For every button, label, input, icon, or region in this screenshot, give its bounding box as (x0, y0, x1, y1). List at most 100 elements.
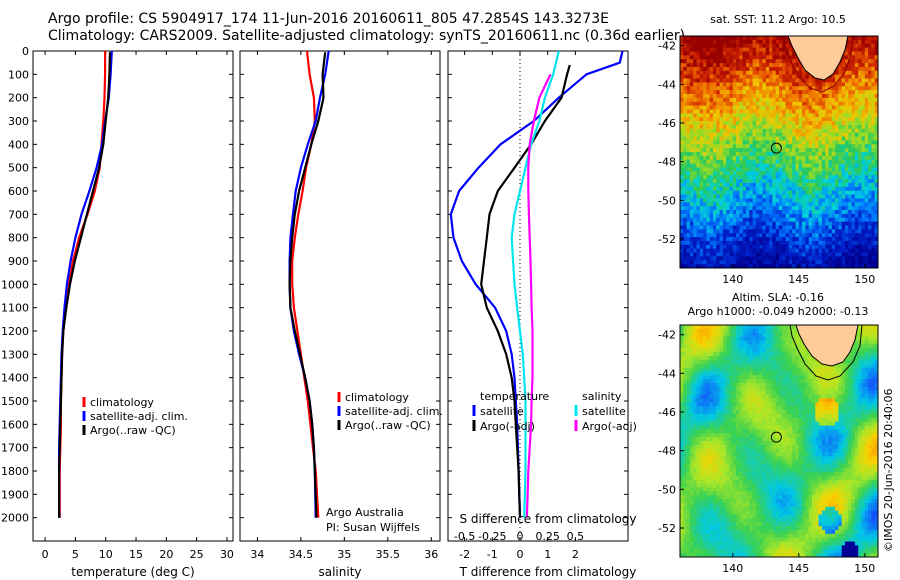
heatmap-cell (713, 101, 717, 106)
heatmap-cell (699, 352, 704, 357)
heatmap-cell (752, 39, 757, 45)
heatmap-cell (739, 144, 744, 149)
heatmap-cell (755, 124, 760, 130)
heatmap-cell (709, 545, 714, 550)
heatmap-cell (709, 413, 714, 419)
heatmap-cell (782, 66, 786, 72)
heatmap-cell (752, 186, 757, 192)
heatmap-cell (788, 140, 793, 145)
heatmap-cell (808, 140, 813, 145)
heatmap-cell (696, 375, 701, 380)
heatmap-cell (732, 94, 737, 99)
heatmap-cell (864, 74, 869, 79)
heatmap-cell (683, 413, 687, 419)
heatmap-cell (696, 109, 701, 114)
heatmap-cell (746, 252, 750, 257)
heatmap-cell (802, 90, 806, 95)
heatmap-cell (736, 328, 740, 334)
heatmap-cell (838, 217, 843, 222)
heatmap-cell (851, 74, 856, 79)
heatmap-cell (699, 340, 704, 345)
heatmap-cell (732, 128, 737, 134)
heatmap-cell (732, 491, 737, 496)
heatmap-cell (779, 63, 783, 68)
heatmap-cell (703, 336, 707, 341)
heatmap-cell (699, 421, 704, 426)
heatmap-cell (775, 152, 780, 157)
heatmap-cell (854, 260, 859, 265)
heatmap-cell (792, 175, 796, 180)
heatmap-cell (719, 344, 724, 349)
heatmap-cell (835, 78, 839, 83)
heatmap-cell (821, 240, 826, 246)
heatmap-cell (779, 260, 783, 265)
heatmap-cell (818, 78, 823, 83)
heatmap-cell (851, 198, 856, 203)
heatmap-cell (732, 144, 737, 149)
heatmap-cell (736, 545, 740, 550)
heatmap-cell (755, 132, 760, 137)
heatmap-cell (699, 448, 704, 453)
heatmap-cell (805, 190, 810, 195)
heatmap-cell (706, 202, 711, 207)
heatmap-cell (821, 186, 826, 192)
heatmap-cell (696, 264, 701, 268)
heatmap-cell (680, 260, 684, 265)
heatmap-cell (693, 417, 697, 423)
heatmap-cell (703, 379, 707, 384)
heatmap-cell (755, 233, 760, 238)
heatmap-cell (818, 213, 823, 219)
heatmap-cell (693, 386, 697, 392)
heatmap-cell (722, 410, 727, 415)
heatmap-cell (703, 325, 707, 330)
heatmap-cell (703, 464, 707, 469)
heatmap-cell (689, 390, 694, 395)
heatmap-cell (696, 448, 701, 453)
heatmap-cell (732, 155, 737, 161)
heatmap-cell (848, 82, 852, 87)
heatmap-cell (792, 217, 796, 222)
heatmap-cell (722, 487, 727, 492)
heatmap-cell (706, 363, 711, 368)
heatmap-cell (805, 256, 810, 261)
heatmap-cell (874, 47, 878, 52)
salinity-panel: 34 34.5 35 35.5 36 salinity climatology sate… (239, 50, 443, 579)
heatmap-cell (772, 155, 777, 161)
heatmap-cell (722, 499, 727, 504)
heatmap-cell (693, 413, 697, 419)
heatmap-cell (746, 86, 750, 91)
heatmap-cell (749, 217, 753, 222)
heatmap-cell (729, 217, 734, 222)
heatmap-cell (713, 182, 717, 188)
heatmap-cell (696, 78, 701, 83)
heatmap-cell (693, 325, 697, 330)
heatmap-cell (775, 225, 780, 230)
heatmap-cell (736, 124, 740, 130)
heatmap-cell (736, 248, 740, 253)
heatmap-cell (818, 237, 823, 242)
heatmap-cell (709, 206, 714, 211)
heatmap-cell (815, 206, 819, 211)
heatmap-cell (871, 66, 876, 72)
heatmap-cell (703, 78, 707, 83)
heatmap-cell (805, 70, 810, 76)
heatmap-cell (755, 225, 760, 230)
heatmap-cell (722, 491, 727, 496)
heatmap-cell (762, 163, 767, 168)
heatmap-cell (792, 86, 796, 91)
heatmap-cell (755, 217, 760, 222)
heatmap-cell (693, 233, 697, 238)
heatmap-cell (736, 66, 740, 72)
heatmap-cell (759, 264, 763, 268)
heatmap-cell (841, 225, 846, 230)
heatmap-cell (693, 82, 697, 87)
heatmap-cell (722, 109, 727, 114)
heatmap-cell (815, 217, 819, 222)
heatmap-cell (696, 441, 701, 446)
heatmap-cell (739, 155, 744, 161)
heatmap-cell (749, 109, 753, 114)
heatmap-cell (835, 105, 839, 110)
heatmap-cell (732, 475, 737, 481)
heatmap-cell (722, 202, 727, 207)
heatmap-cell (713, 155, 717, 161)
